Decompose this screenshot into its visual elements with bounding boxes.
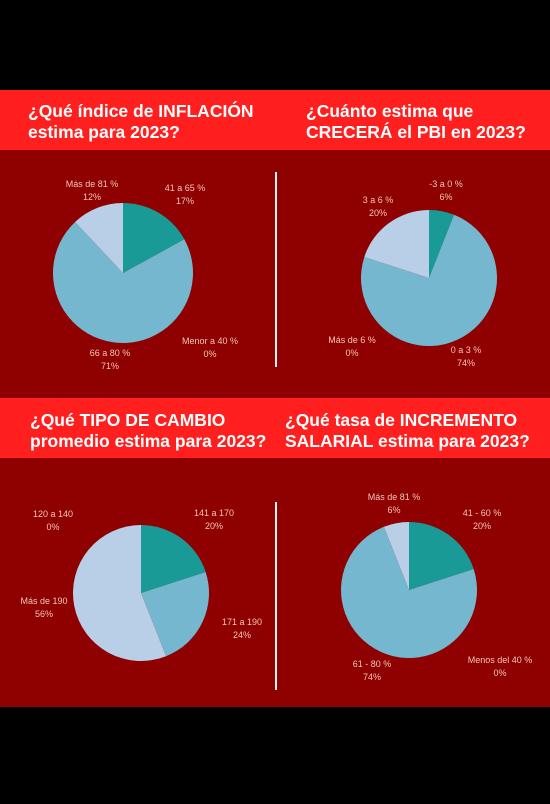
pie-1-label-0: -3 a 0 % 6% xyxy=(429,179,463,202)
pie-2-label-2: Más de 190 56% xyxy=(20,596,67,619)
pie-3-slice-0 xyxy=(409,522,474,590)
pie-2-label-3: 120 a 140 0% xyxy=(33,509,73,532)
pie-0-slice-2 xyxy=(53,221,193,343)
pie-0-slice-3 xyxy=(75,203,123,273)
pie-2-label-1: 171 a 190 24% xyxy=(222,617,262,640)
exchange-rate-question-title: ¿Qué TIPO DE CAMBIO promedio estima para… xyxy=(30,410,267,451)
title-band-top xyxy=(0,90,550,150)
pie-2-label-0: 141 a 170 20% xyxy=(194,508,234,531)
divider-top xyxy=(275,172,277,367)
pie-0-label-1: Menor a 40 % 0% xyxy=(182,336,238,359)
pie-0-label-2: 66 a 80 % 71% xyxy=(90,348,131,371)
pie-3-slice-2 xyxy=(341,526,477,658)
pie-2-slice-0 xyxy=(141,525,206,593)
pie-1-label-1: 0 a 3 % 74% xyxy=(451,345,482,368)
pie-0-label-3: Más de 81 % 12% xyxy=(66,179,119,202)
pie-0-label-0: 41 a 65 % 17% xyxy=(165,183,206,206)
gdp-question-title: ¿Cuánto estima que CRECERÁ el PBI en 202… xyxy=(306,101,526,142)
title-band-middle xyxy=(0,398,550,458)
pie-1-label-2: Más de 6 % 0% xyxy=(328,335,376,358)
pie-3-label-0: 41 - 60 % 20% xyxy=(463,508,502,531)
divider-bottom xyxy=(275,502,277,690)
pie-0-slice-0 xyxy=(123,203,185,273)
inflation-question-title: ¿Qué índice de INFLACIÓN estima para 202… xyxy=(28,101,254,142)
pie-3-slice-3 xyxy=(383,522,409,590)
pie-1-slice-0 xyxy=(429,210,455,278)
pie-2-slice-1 xyxy=(141,571,210,657)
pie-2-slice-2 xyxy=(73,525,167,661)
pie-3-label-3: Más de 81 % 6% xyxy=(368,492,421,515)
pie-1-slice-3 xyxy=(364,210,429,278)
pie-1-label-3: 3 a 6 % 20% xyxy=(363,195,394,218)
salary-question-title: ¿Qué tasa de INCREMENTO SALARIAL estima … xyxy=(285,410,530,451)
pie-1-slice-1 xyxy=(361,214,498,346)
pie-3-label-1: Menos del 40 % 0% xyxy=(468,655,533,678)
pie-3-label-2: 61 - 80 % 74% xyxy=(353,659,392,682)
